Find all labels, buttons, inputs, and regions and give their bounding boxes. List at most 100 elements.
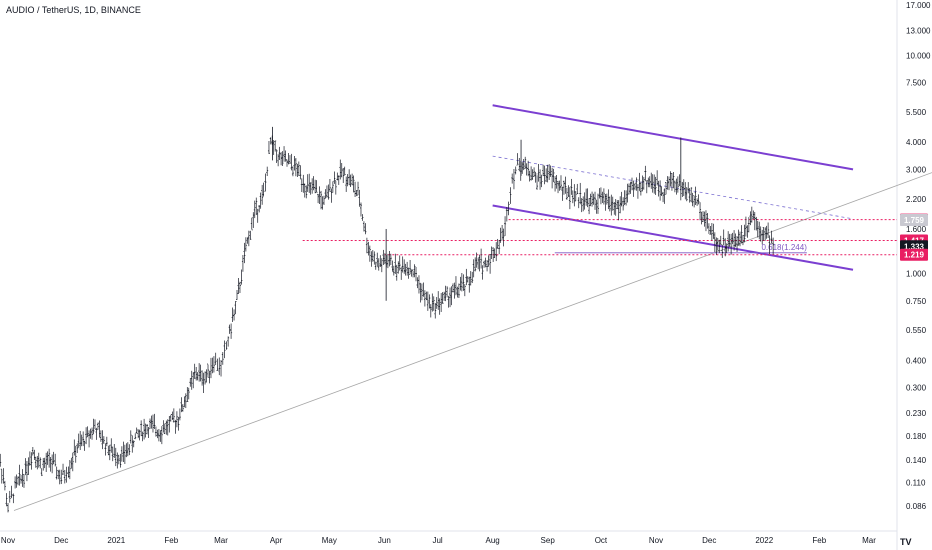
price-bar: [546, 164, 549, 183]
fib-level-label: 0.618(1.244): [761, 243, 807, 252]
price-bar: [290, 153, 293, 171]
price-bar: [498, 240, 501, 255]
channel-upper-line: [492, 104, 854, 171]
channel-lower-line: [492, 204, 854, 271]
price-bar: [755, 216, 758, 231]
price-bar: [626, 183, 629, 203]
price-bar: [591, 191, 594, 207]
price-bar: [211, 357, 214, 374]
price-bar: [342, 168, 345, 183]
price-bar: [662, 191, 665, 203]
price-bar: [355, 190, 358, 197]
price-bar: [743, 224, 746, 243]
price-bar: [559, 175, 562, 191]
price-bar: [334, 180, 337, 195]
price-bar: [165, 420, 168, 435]
price-bar: [318, 186, 321, 204]
price-bar: [18, 464, 21, 486]
price-bar: [272, 140, 275, 155]
price-bar: [255, 197, 258, 216]
time-axis-tick: Dec: [702, 536, 716, 545]
price-bar: [594, 191, 597, 210]
price-bar: [644, 165, 647, 182]
price-bar: [633, 182, 636, 191]
price-bar: [598, 188, 601, 199]
price-bar: [528, 170, 531, 182]
price-bar: [294, 157, 297, 177]
price-bar: [493, 248, 496, 258]
price-bar: [15, 474, 18, 488]
price-bar: [456, 286, 459, 298]
price-bar: [98, 420, 101, 438]
price-bar: [140, 420, 143, 437]
price-bar: [425, 291, 428, 301]
price-bar: [659, 180, 662, 201]
price-bar: [262, 182, 265, 197]
price-bar: [134, 433, 137, 440]
price-bar: [465, 268, 468, 286]
price-bar: [99, 430, 102, 442]
price-bar: [207, 363, 210, 378]
price-bar: [552, 168, 555, 183]
price-bar: [406, 261, 409, 276]
price-bar: [198, 363, 201, 382]
time-axis-tick: Aug: [486, 536, 500, 545]
tradingview-logo-icon[interactable]: TV: [900, 537, 912, 547]
price-bar: [131, 435, 134, 453]
price-bar: [193, 363, 196, 379]
price-bar: [514, 166, 517, 175]
price-bar: [770, 230, 773, 244]
price-bar: [463, 284, 466, 297]
price-bar: [383, 253, 386, 265]
price-bar: [101, 430, 104, 450]
price-bar: [297, 161, 300, 176]
price-bar: [577, 197, 580, 209]
price-bar: [548, 164, 551, 180]
price-bar: [733, 230, 736, 251]
price-bar: [481, 265, 484, 280]
price-bar: [129, 430, 132, 444]
price-bar: [741, 234, 744, 246]
price-bar: [746, 225, 749, 238]
price-bar: [531, 169, 534, 180]
price-bar: [39, 457, 42, 469]
time-axis[interactable]: Nov Dec 2021 Feb Mar Apr May Jun Jul Aug Sep Oct Nov…: [1, 536, 876, 545]
price-bar: [613, 201, 616, 215]
price-bar: [364, 223, 367, 235]
price-bar: [462, 274, 465, 291]
price-bar: [352, 175, 355, 193]
price-bar: [159, 430, 162, 442]
price-axis[interactable]: 17.000 13.000 10.000 7.500 5.500 4.000 3.000 2.…: [906, 1, 931, 511]
price-bar: [7, 502, 9, 513]
price-bar: [511, 173, 514, 184]
price-bar: [110, 438, 113, 453]
price-bar: [357, 181, 360, 196]
price-bar: [151, 414, 154, 433]
price-bar: [3, 480, 6, 491]
time-axis-tick: Jun: [378, 536, 391, 545]
price-bar: [22, 474, 25, 488]
price-bar: [20, 475, 23, 484]
price-bar: [489, 253, 492, 274]
price-bar: [486, 259, 489, 272]
price-bar: [89, 428, 92, 439]
price-bar: [8, 490, 11, 503]
price-bar: [767, 222, 770, 239]
price-bar: [162, 420, 165, 433]
price-bar: [65, 466, 68, 483]
price-axis-tick: 0.230: [906, 409, 927, 418]
price-bar: [403, 259, 406, 274]
price-bar: [368, 245, 371, 262]
price-bar: [267, 140, 270, 155]
price-bar: [312, 176, 315, 191]
price-bar: [43, 457, 46, 469]
svg-text:1.219: 1.219: [904, 251, 925, 260]
price-bar: [190, 370, 193, 390]
price-bar: [712, 223, 715, 239]
price-bar: [483, 260, 486, 268]
price-bar: [280, 152, 283, 166]
price-bar: [67, 466, 70, 478]
channel-mid-line: [492, 155, 854, 220]
